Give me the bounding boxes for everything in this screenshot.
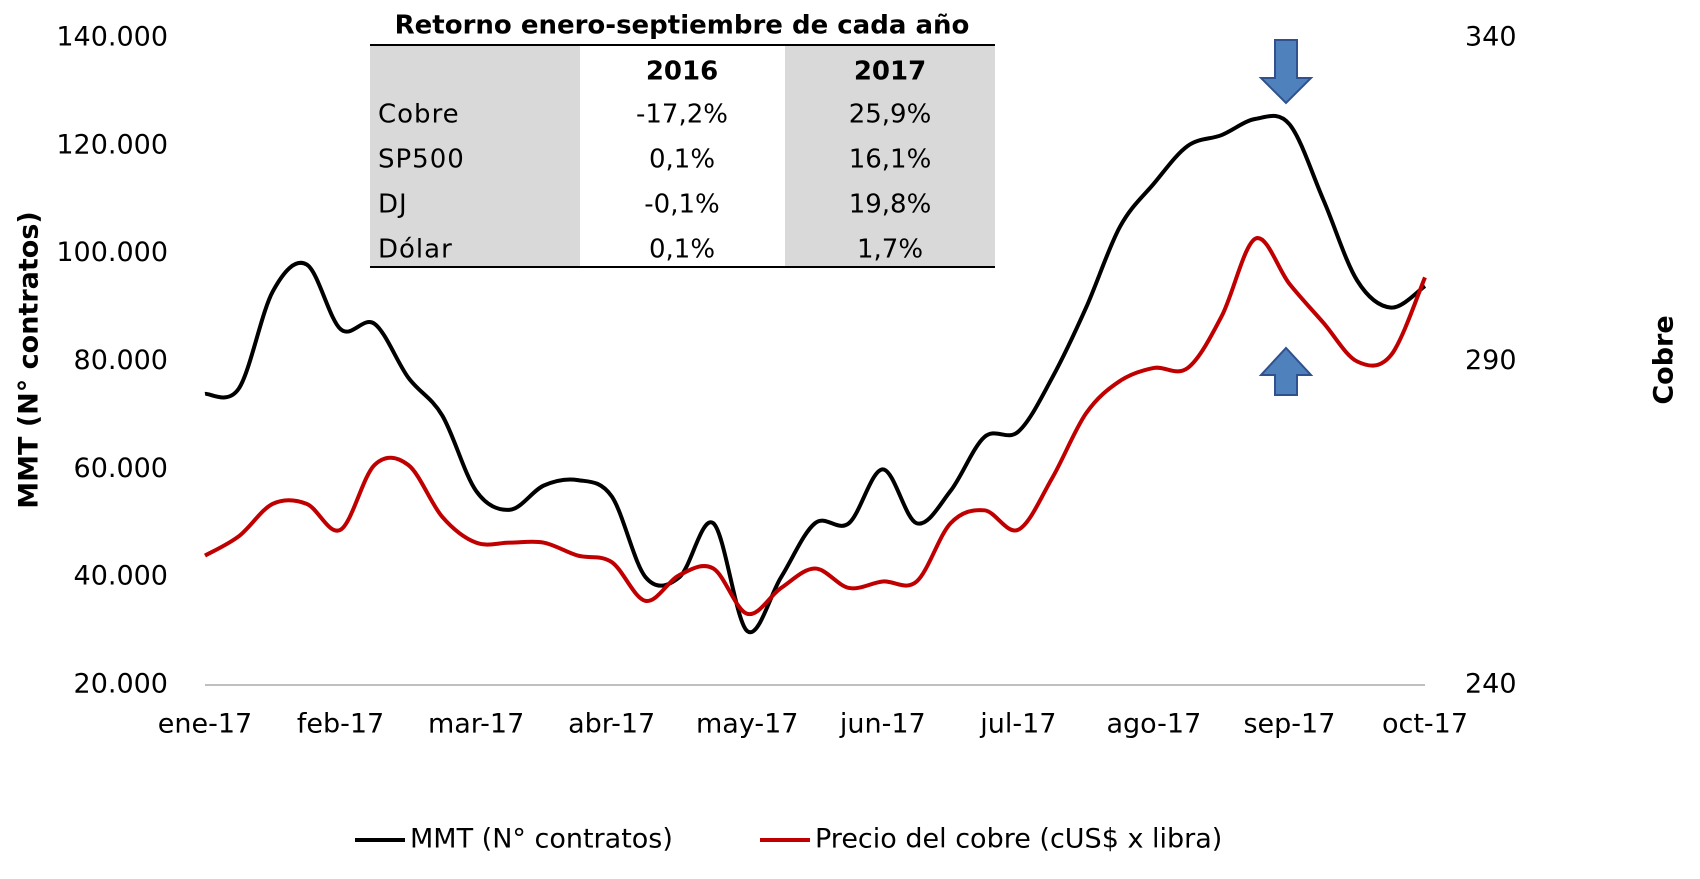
- table-column-header: 2016: [646, 57, 718, 87]
- y-tick-label: 40.000: [74, 561, 168, 592]
- table-title: Retorno enero-septiembre de cada año: [395, 11, 970, 41]
- table-row-label: DJ: [378, 190, 408, 220]
- table-cell: -17,2%: [636, 100, 728, 130]
- y2-tick-label: 340: [1465, 22, 1517, 53]
- table-cell: 1,7%: [857, 235, 923, 265]
- x-tick-label: abr-17: [568, 709, 655, 740]
- x-tick-label: may-17: [696, 709, 798, 740]
- table-col-bg: [785, 45, 995, 267]
- x-tick-label: jun-17: [839, 709, 926, 740]
- y2-tick-label: 240: [1465, 669, 1517, 700]
- table-cell: 19,8%: [849, 190, 932, 220]
- x-tick-label: ago-17: [1106, 709, 1201, 740]
- table-header-bg: [370, 45, 580, 267]
- x-tick-label: oct-17: [1382, 709, 1468, 740]
- table-cell: 25,9%: [849, 100, 932, 130]
- y-tick-label: 20.000: [74, 669, 168, 700]
- table-cell: 0,1%: [649, 235, 715, 265]
- table-cell: 0,1%: [649, 145, 715, 175]
- x-tick-label: ene-17: [158, 709, 252, 740]
- table-row-label: Dólar: [378, 235, 453, 265]
- y-tick-label: 100.000: [56, 237, 168, 268]
- table-cell: -0,1%: [644, 190, 719, 220]
- x-tick-label: sep-17: [1243, 709, 1335, 740]
- y-axis-title: MMT (N° contratos): [14, 211, 45, 508]
- series-line: [204, 236, 1427, 616]
- arrow-down: [1258, 39, 1314, 105]
- y2-tick-label: 290: [1465, 345, 1517, 376]
- table-cell: 16,1%: [849, 145, 932, 175]
- y2-axis-title: Cobre: [1649, 315, 1680, 404]
- table-row-label: Cobre: [378, 100, 460, 130]
- y-tick-label: 140.000: [56, 22, 168, 53]
- series-line: [204, 113, 1427, 635]
- x-tick-label: mar-17: [428, 709, 524, 740]
- y-tick-label: 80.000: [74, 345, 168, 376]
- x-tick-label: feb-17: [297, 709, 384, 740]
- y-tick-label: 60.000: [74, 453, 168, 484]
- table-row-label: SP500: [378, 145, 465, 175]
- y-tick-label: 120.000: [56, 129, 168, 160]
- arrow-up: [1258, 346, 1314, 396]
- x-tick-label: jul-17: [979, 709, 1056, 740]
- legend-label: Precio del cobre (cUS$ x libra): [815, 824, 1222, 855]
- legend-label: MMT (N° contratos): [410, 824, 673, 855]
- table-column-header: 2017: [854, 57, 926, 87]
